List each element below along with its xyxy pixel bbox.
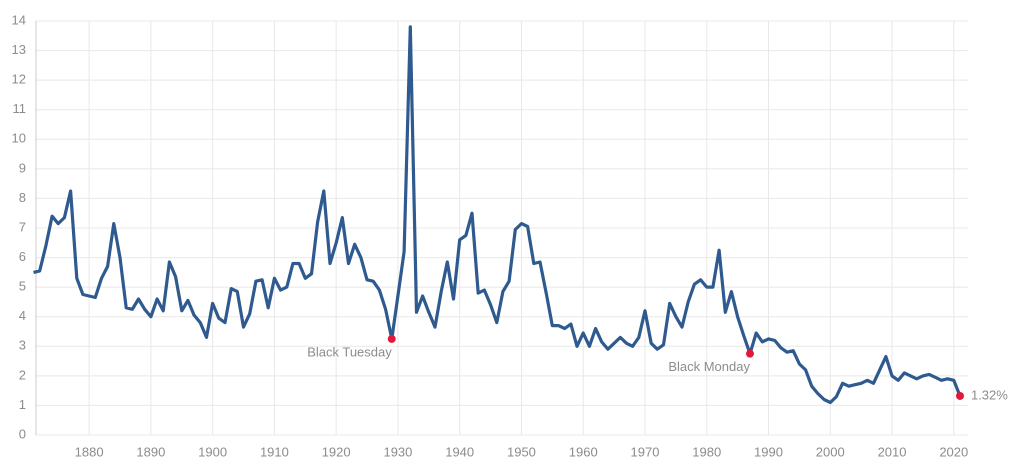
annotation: Black Monday bbox=[668, 359, 750, 374]
x-tick-label: 1890 bbox=[136, 444, 165, 459]
y-tick-label: 10 bbox=[12, 131, 26, 146]
x-tick-label: 2010 bbox=[878, 444, 907, 459]
x-tick-label: 2000 bbox=[816, 444, 845, 459]
x-tick-label: 1930 bbox=[383, 444, 412, 459]
x-tick-label: 2020 bbox=[939, 444, 968, 459]
y-tick-label: 11 bbox=[13, 101, 27, 116]
x-tick-label: 1910 bbox=[260, 444, 289, 459]
x-tick-label: 1900 bbox=[198, 444, 227, 459]
y-tick-label: 13 bbox=[12, 42, 26, 57]
highlight-marker bbox=[745, 349, 754, 358]
x-tick-label: 1970 bbox=[631, 444, 660, 459]
x-tick-label: 1920 bbox=[322, 444, 351, 459]
annotation: Black Tuesday bbox=[307, 344, 392, 359]
x-tick-label: 1880 bbox=[75, 444, 104, 459]
y-tick-label: 8 bbox=[19, 190, 26, 205]
data-line bbox=[33, 25, 962, 405]
x-tick-label: 1960 bbox=[569, 444, 598, 459]
x-tick-label: 1950 bbox=[507, 444, 536, 459]
x-tick-label: 1940 bbox=[445, 444, 474, 459]
y-tick-label: 7 bbox=[19, 219, 26, 234]
y-tick-label: 12 bbox=[12, 72, 26, 87]
highlight-marker bbox=[387, 334, 396, 343]
y-tick-label: 9 bbox=[19, 160, 26, 175]
y-tick-label: 1 bbox=[19, 397, 26, 412]
y-tick-label: 14 bbox=[12, 12, 26, 27]
y-tick-label: 5 bbox=[19, 279, 26, 294]
y-tick-label: 4 bbox=[19, 308, 26, 323]
y-tick-label: 2 bbox=[19, 367, 26, 382]
y-tick-label: 3 bbox=[19, 338, 26, 353]
x-tick-label: 1980 bbox=[692, 444, 721, 459]
y-tick-label: 6 bbox=[19, 249, 26, 264]
x-tick-label: 1990 bbox=[754, 444, 783, 459]
value-label: 1.32% bbox=[971, 387, 1008, 402]
highlight-marker bbox=[955, 391, 964, 400]
y-tick-label: 0 bbox=[19, 426, 26, 441]
